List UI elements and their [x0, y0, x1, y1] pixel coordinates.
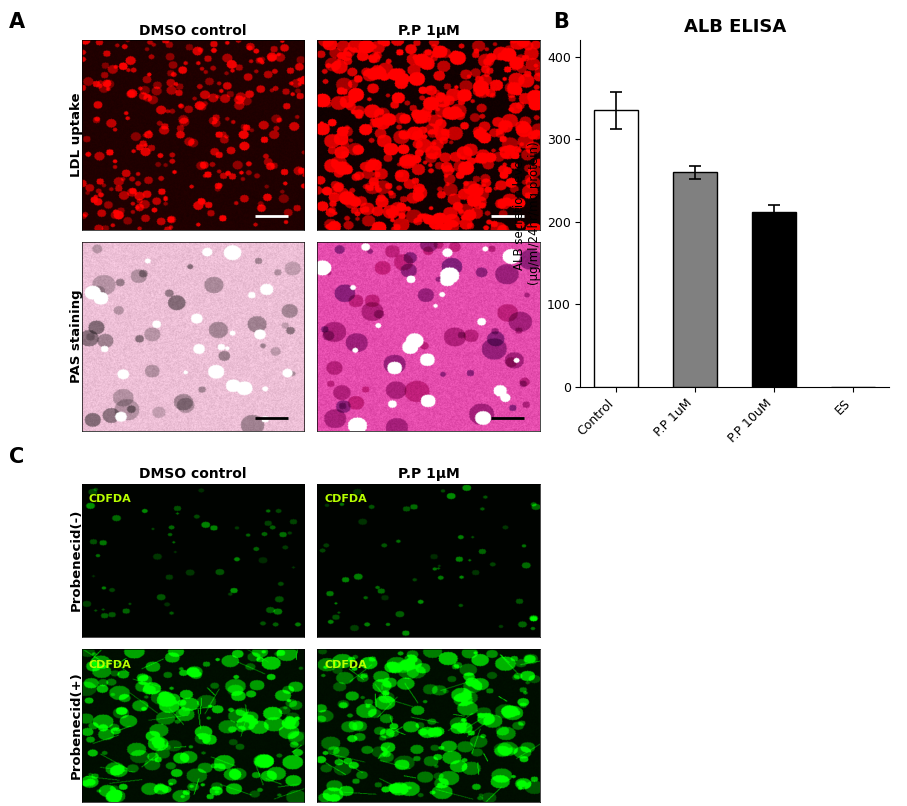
Bar: [674, 172, 717, 387]
Title: DMSO control: DMSO control: [139, 23, 247, 38]
Y-axis label: LDL uptake: LDL uptake: [70, 93, 83, 177]
Text: C: C: [9, 447, 24, 467]
Text: B: B: [553, 12, 570, 32]
Text: CDFDA: CDFDA: [324, 494, 366, 505]
Text: CDFDA: CDFDA: [324, 659, 366, 670]
Title: DMSO control: DMSO control: [139, 467, 247, 481]
Bar: [753, 212, 795, 387]
Title: ALB ELISA: ALB ELISA: [684, 18, 785, 36]
Title: P.P 1μM: P.P 1μM: [397, 23, 460, 38]
Y-axis label: ALB secretion level
(μg/ml/24hr/mg protein): ALB secretion level (μg/ml/24hr/mg prote…: [513, 142, 541, 285]
Y-axis label: Probenecid(-): Probenecid(-): [70, 509, 83, 612]
Bar: [594, 110, 638, 387]
Text: A: A: [9, 12, 25, 32]
Title: P.P 1μM: P.P 1μM: [397, 467, 460, 481]
Text: CDFDA: CDFDA: [88, 494, 131, 505]
Text: CDFDA: CDFDA: [88, 659, 131, 670]
Y-axis label: PAS staining: PAS staining: [70, 289, 83, 384]
Y-axis label: Probenecid(+): Probenecid(+): [70, 671, 83, 779]
